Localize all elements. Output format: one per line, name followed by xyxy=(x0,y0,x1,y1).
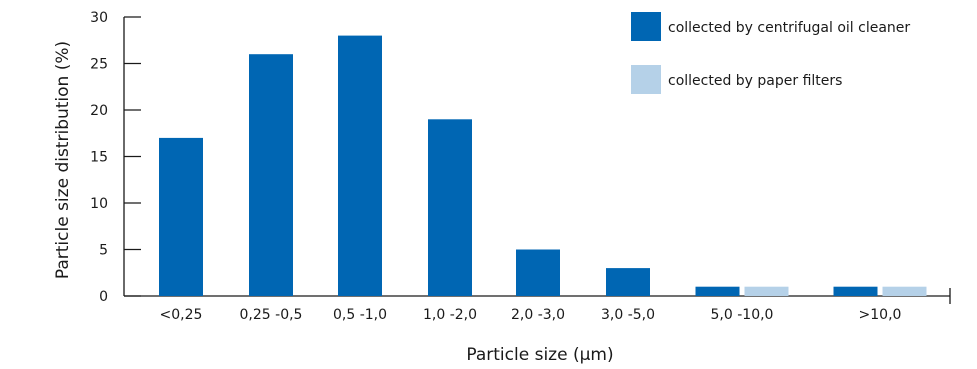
x-tick-label: >10,0 xyxy=(859,307,902,323)
x-tick-label: <0,25 xyxy=(160,307,203,323)
y-tick-label: 10 xyxy=(90,196,108,212)
legend-swatch-paper xyxy=(631,65,661,94)
bar-centrifugal xyxy=(338,35,382,296)
x-tick-label: 1,0 -2,0 xyxy=(423,307,477,323)
x-tick-label: 0,5 -1,0 xyxy=(333,307,387,323)
bar-centrifugal xyxy=(159,137,203,296)
y-tick-label: 0 xyxy=(99,289,108,305)
bar-centrifugal xyxy=(249,54,293,297)
bar-centrifugal xyxy=(695,286,740,296)
x-tick-label: 2,0 -3,0 xyxy=(511,307,565,323)
y-tick-label: 25 xyxy=(90,57,108,73)
y-tick-label: 5 xyxy=(99,243,108,259)
bar-centrifugal xyxy=(428,119,472,296)
y-tick-label: 15 xyxy=(90,150,108,166)
x-tick-label: 3,0 -5,0 xyxy=(601,307,655,323)
legend-label-centrifugal: collected by centrifugal oil cleaner xyxy=(668,20,910,36)
y-tick-labels: 0 5 10 15 20 25 30 xyxy=(90,10,108,305)
y-axis-title: Particle size distribution (%) xyxy=(53,41,73,279)
legend-swatch-centrifugal xyxy=(631,12,661,41)
y-tick-label: 30 xyxy=(90,10,108,26)
bar-paper-filter xyxy=(744,286,789,296)
legend: collected by centrifugal oil cleaner col… xyxy=(631,12,910,94)
x-tick-label: 0,25 -0,5 xyxy=(240,307,303,323)
bars xyxy=(159,35,927,297)
x-tick-label: 5,0 -10,0 xyxy=(711,307,774,323)
bar-centrifugal xyxy=(606,268,650,296)
x-tick-labels: <0,25 0,25 -0,5 0,5 -1,0 1,0 -2,0 2,0 -3,0 3,… xyxy=(160,307,902,323)
bar-centrifugal xyxy=(516,249,560,296)
bar-paper-filter xyxy=(882,286,927,296)
legend-label-paper: collected by paper filters xyxy=(668,73,842,89)
y-tick-label: 20 xyxy=(90,103,108,119)
bar-centrifugal xyxy=(833,286,878,296)
x-axis-title: Particle size (µm) xyxy=(466,345,613,365)
